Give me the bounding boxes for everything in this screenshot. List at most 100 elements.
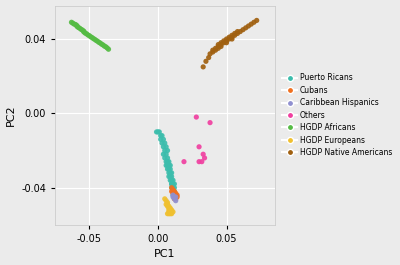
Point (172, 195, 179, 199)
Point (210, 48, 216, 52)
Point (229, 37, 235, 41)
Point (81, 30, 87, 34)
Point (70, 21, 76, 25)
Point (76, 26, 83, 30)
Point (171, 182, 178, 186)
Point (162, 148, 168, 153)
Point (170, 195, 176, 199)
Point (160, 152, 166, 156)
Point (104, 46, 110, 50)
Point (168, 174, 175, 179)
Point (168, 186, 175, 190)
Point (240, 28, 246, 32)
Y-axis label: PC2: PC2 (6, 104, 16, 126)
Point (164, 160, 171, 164)
Point (94, 39, 101, 43)
Point (254, 18, 260, 23)
Point (215, 44, 222, 48)
Point (82, 31, 88, 35)
Point (163, 198, 169, 203)
Point (90, 37, 97, 41)
Point (159, 141, 165, 145)
Point (164, 211, 171, 216)
Point (168, 210, 175, 214)
Point (164, 156, 171, 160)
Point (167, 208, 174, 212)
Point (201, 156, 208, 160)
Point (168, 182, 175, 186)
Point (212, 46, 219, 50)
Point (83, 32, 90, 36)
Point (232, 31, 238, 36)
Point (170, 193, 176, 197)
Point (158, 134, 164, 138)
Point (229, 33, 235, 37)
Point (237, 29, 244, 34)
Point (218, 42, 224, 47)
Point (248, 22, 254, 26)
Point (196, 160, 202, 164)
Point (167, 211, 174, 216)
Point (170, 210, 176, 214)
Point (98, 42, 105, 46)
Point (168, 182, 175, 186)
Point (97, 41, 104, 45)
Point (220, 39, 227, 43)
Point (96, 40, 102, 45)
Point (163, 202, 169, 206)
Point (229, 35, 235, 39)
Point (200, 152, 206, 156)
Point (85, 33, 91, 37)
Point (196, 145, 202, 149)
Point (162, 141, 168, 145)
Point (93, 38, 99, 43)
Point (160, 145, 166, 149)
Point (170, 189, 176, 193)
Point (171, 197, 178, 201)
Point (166, 208, 172, 212)
Point (166, 163, 172, 167)
Point (174, 195, 180, 199)
Point (166, 174, 172, 179)
Point (170, 193, 176, 197)
Point (206, 55, 212, 60)
Point (168, 211, 175, 216)
Point (223, 41, 230, 45)
Point (215, 42, 222, 47)
Point (218, 41, 224, 45)
Point (167, 206, 174, 210)
Point (163, 145, 169, 149)
Point (200, 65, 206, 69)
Point (172, 193, 179, 197)
Point (164, 200, 171, 205)
Point (181, 160, 187, 164)
Point (166, 204, 172, 208)
Point (164, 204, 171, 208)
Point (74, 24, 80, 29)
Point (166, 210, 172, 214)
Point (166, 167, 172, 171)
Point (167, 174, 174, 179)
Point (100, 43, 106, 47)
Point (203, 59, 209, 63)
Point (171, 189, 178, 193)
Point (215, 46, 222, 50)
Point (163, 152, 169, 156)
Point (170, 178, 176, 182)
Point (167, 178, 174, 182)
Point (167, 210, 174, 214)
Point (170, 187, 176, 192)
Point (166, 160, 172, 164)
Point (234, 31, 241, 36)
Point (164, 202, 171, 206)
Point (171, 193, 178, 197)
Point (226, 35, 232, 39)
Point (166, 171, 172, 175)
Point (71, 22, 78, 26)
Point (226, 37, 232, 41)
Point (163, 163, 169, 167)
Point (81, 29, 87, 33)
Point (207, 52, 213, 56)
Point (223, 39, 230, 43)
Point (164, 163, 171, 167)
